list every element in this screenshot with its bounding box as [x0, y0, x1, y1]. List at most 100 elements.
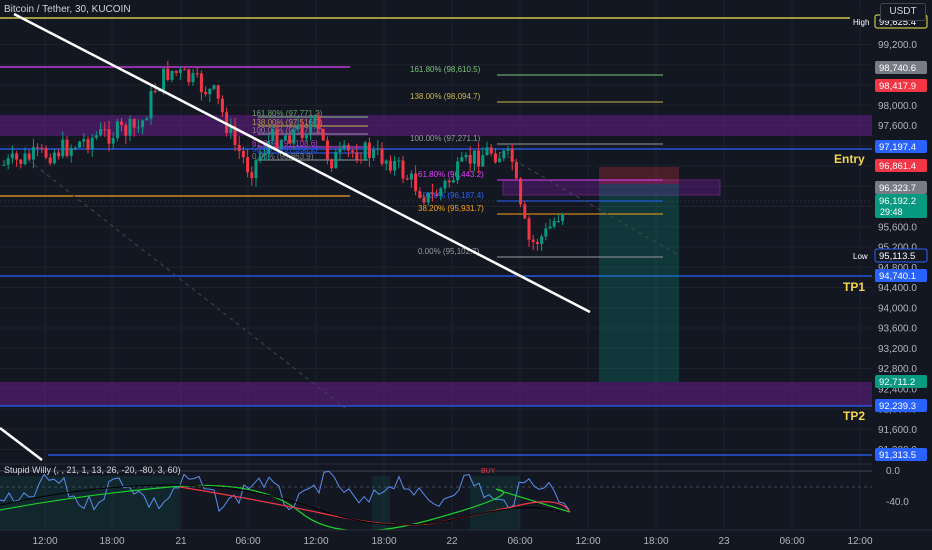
price-badge: Low 95,113.5	[850, 248, 928, 263]
symbol-title[interactable]: Bitcoin / Tether, 30, KUCOIN	[4, 4, 131, 15]
candle-body	[174, 70, 178, 73]
candle-body	[519, 178, 523, 205]
badge-text: 92,239.3	[879, 401, 916, 412]
badge-text: 95,113.5	[879, 251, 915, 262]
badge-bg	[875, 269, 927, 282]
candle-body	[241, 151, 245, 158]
candle-body	[153, 91, 157, 93]
fib-level-label: 0.00% (95,102.7)	[418, 247, 480, 256]
candle-body	[61, 139, 65, 157]
badge-prefix-bg	[850, 249, 874, 262]
indicator-zone	[372, 476, 390, 530]
candle-body	[456, 161, 460, 181]
candle-body	[321, 128, 325, 141]
candle-body	[304, 135, 308, 139]
candle-body	[451, 180, 455, 183]
indicator-title[interactable]: Stupid Willy (, , 21, 1, 13, 26, -20, -8…	[4, 465, 181, 475]
price-badge: 92,711.2	[875, 375, 927, 388]
time-tick: 21	[175, 536, 187, 547]
candle-body	[535, 241, 539, 244]
fib-level-label: 161.80% (98,610.5)	[410, 65, 481, 74]
fib-level-label: 50.00% (96,187.4)	[418, 191, 484, 200]
candle-body	[481, 155, 485, 167]
badge-text: 97,197.4	[879, 142, 916, 153]
candle-body	[23, 153, 27, 164]
candle-body	[73, 147, 77, 149]
candle-body	[36, 147, 40, 149]
time-tick: 12:00	[303, 536, 328, 547]
candle-body	[162, 68, 166, 90]
badge-bg	[875, 159, 927, 172]
candle-body	[338, 148, 342, 152]
time-tick: 12:00	[847, 536, 872, 547]
candle-body	[414, 173, 418, 192]
candlesticks	[2, 60, 565, 251]
badge-text: 92,711.2	[879, 377, 915, 388]
candle-body	[94, 135, 98, 138]
badge-text: 96,192.2	[879, 196, 916, 207]
badge-prefix-bg	[850, 15, 874, 28]
fib-level-label: 0.00% (96,863.9)	[252, 152, 314, 161]
candle-body	[212, 85, 216, 89]
candle-body	[90, 137, 94, 150]
candle-body	[296, 124, 300, 130]
candle-body	[107, 129, 111, 144]
indicator-tick: -40.0	[886, 497, 909, 508]
price-axis: 99,200.098,800.098,400.098,000.097,600.0…	[850, 0, 932, 530]
candle-body	[376, 148, 380, 150]
candle-body	[237, 144, 241, 152]
candle-body	[355, 152, 359, 160]
candle-body	[103, 129, 107, 131]
candle-body	[464, 154, 468, 158]
candle-body	[275, 129, 279, 149]
candle-body	[393, 160, 397, 171]
candle-body	[346, 144, 350, 151]
candle-body	[267, 140, 271, 154]
time-tick: 06:00	[235, 536, 260, 547]
indicator-fast-line	[0, 470, 570, 513]
candle-body	[556, 221, 560, 223]
candle-body	[493, 153, 497, 163]
candle-body	[317, 115, 321, 129]
price-tick: 97,600.0	[878, 121, 917, 132]
candle-body	[132, 118, 136, 128]
fib-level-label: 100.00% (97,271.1)	[410, 134, 481, 143]
currency-button[interactable]: USDT	[880, 3, 926, 21]
badge-text: 96,323.7	[879, 183, 916, 194]
candle-body	[31, 147, 35, 160]
candle-body	[430, 192, 434, 195]
candle-body	[380, 148, 384, 164]
candle-body	[401, 160, 405, 179]
candle-body	[262, 153, 266, 156]
candle-body	[145, 118, 149, 121]
price-badge: 92,239.3	[875, 399, 927, 412]
price-tick: 98,000.0	[878, 101, 917, 112]
price-tick: 99,200.0	[878, 40, 917, 51]
candle-body	[178, 69, 182, 73]
candle-body	[502, 150, 506, 159]
candle-body	[439, 188, 443, 196]
candle-body	[191, 73, 195, 83]
candle-body	[510, 148, 514, 162]
badge-text: 96,861.4	[879, 161, 916, 172]
candle-body	[204, 92, 208, 95]
tp2-tag: TP2	[843, 409, 866, 423]
price-badge: 98,417.9	[875, 79, 927, 92]
candle-body	[44, 148, 48, 158]
candle-body	[472, 150, 476, 164]
candle-body	[69, 148, 73, 156]
badge-text: 99,625.4	[879, 17, 916, 28]
badge-bg	[874, 248, 928, 263]
candle-body	[271, 129, 275, 141]
candle-body	[367, 142, 371, 159]
candle-body	[334, 151, 338, 169]
candle-body	[2, 164, 6, 166]
candle-body	[141, 120, 145, 128]
dashed-projection-right	[499, 151, 681, 257]
candle-body	[166, 68, 170, 80]
grid-lines	[0, 0, 872, 530]
badge-prefix: Low	[853, 252, 868, 261]
candle-body	[40, 147, 44, 149]
